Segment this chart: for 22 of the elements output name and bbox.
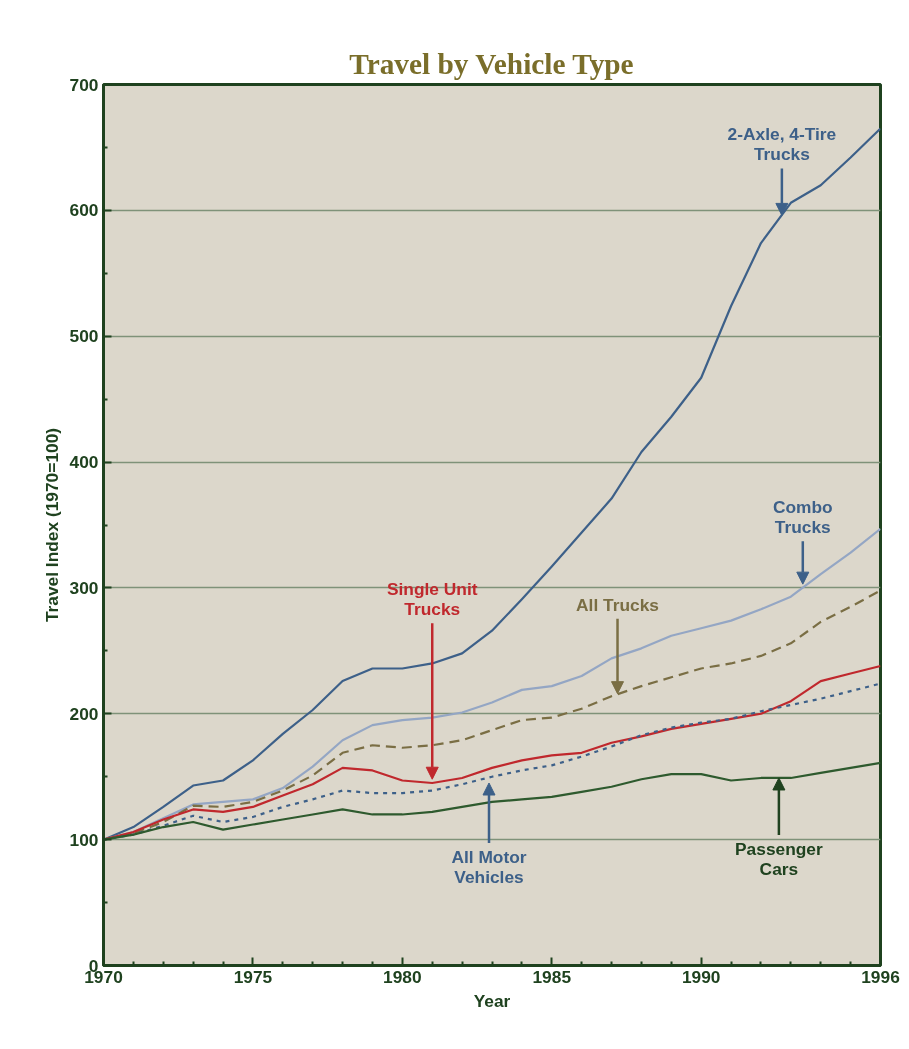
chart-title: Travel by Vehicle Type (349, 47, 634, 80)
annotation: Combo Trucks (772, 497, 833, 538)
y-tick-label: 200 (69, 703, 99, 724)
annotation: 2-Axle, 4-Tire Trucks (727, 124, 837, 165)
y-tick-label: 700 (69, 74, 99, 95)
line-series (103, 761, 881, 841)
x-tick-label: 1985 (532, 966, 572, 987)
y-tick-label: 300 (69, 577, 99, 598)
annotation: All Motor Vehicles (451, 847, 527, 888)
y-tick-label: 100 (69, 829, 99, 850)
y-tick-label: 600 (69, 200, 99, 221)
y-axis-title: Travel Index (1970=100) (41, 427, 62, 623)
x-tick-label: 1990 (681, 966, 721, 987)
annotation: Single Unit Trucks (386, 579, 478, 620)
x-tick-label: 1980 (383, 966, 422, 987)
annotation: All Trucks (576, 594, 659, 615)
y-tick-label: 500 (69, 326, 99, 347)
x-axis-title: Year (473, 990, 511, 1011)
y-tick-label: 400 (69, 452, 99, 473)
x-tick-label: 1975 (233, 966, 273, 987)
x-tick-label: 1996 (861, 966, 901, 987)
annotation: Passenger Cars (735, 838, 823, 879)
